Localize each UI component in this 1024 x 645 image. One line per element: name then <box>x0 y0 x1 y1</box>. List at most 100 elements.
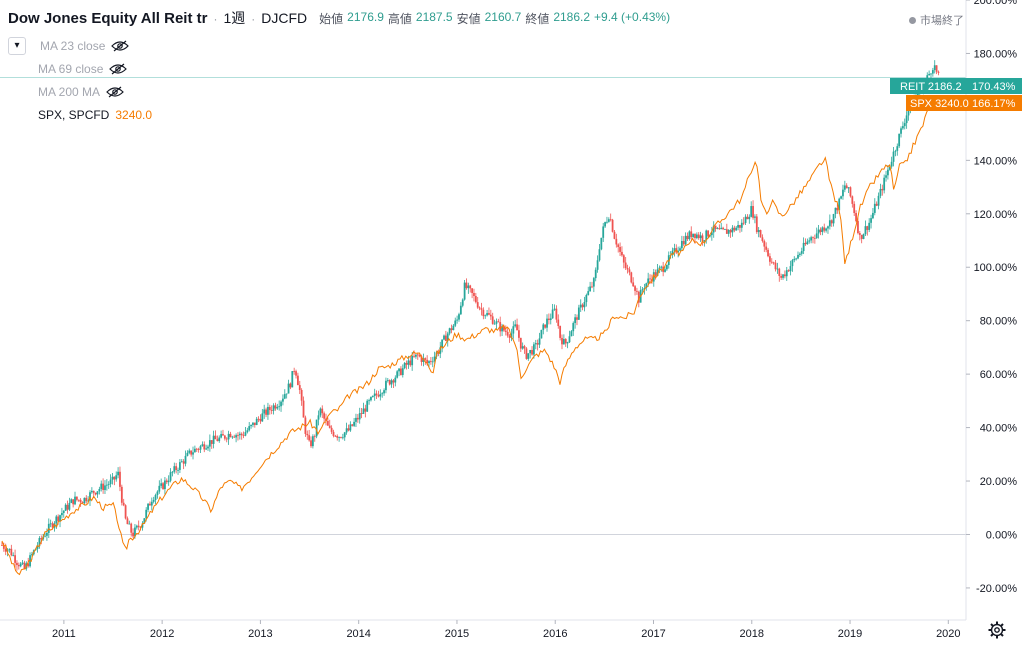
candle-body <box>149 503 151 506</box>
y-ticks: -20.00% 0.00% 20.00% 40.00% 60.00% 80.00% 100.… <box>966 0 1017 595</box>
candle-body <box>806 241 809 245</box>
candle-body <box>907 108 910 116</box>
spx-legend-name[interactable]: SPX, SPCFD <box>38 107 110 122</box>
candle-body <box>609 219 612 221</box>
candle-body <box>36 546 39 549</box>
candle-body <box>278 406 281 408</box>
candle-body <box>497 321 500 323</box>
candle-body <box>353 421 355 426</box>
candle-body <box>836 207 839 211</box>
eye-off-icon[interactable] <box>106 86 124 98</box>
candle-body <box>761 237 764 242</box>
candle-body <box>190 450 193 455</box>
spx-label-percent: 166.17% <box>972 98 1016 110</box>
candle-body <box>17 565 20 567</box>
candle-body <box>208 440 211 447</box>
interval-label[interactable]: 1週 <box>223 10 246 26</box>
eye-off-icon[interactable] <box>109 63 128 75</box>
candle-body <box>109 479 112 485</box>
candle-body <box>31 554 33 556</box>
candle-body <box>637 291 640 303</box>
candle-body <box>864 226 867 235</box>
candle-body <box>321 408 324 414</box>
y-tick-label: 40.00% <box>980 423 1018 435</box>
candle-body <box>499 322 502 332</box>
candle-body <box>840 196 842 199</box>
candle-body <box>201 444 204 447</box>
candle-body <box>665 265 668 270</box>
gear-icon[interactable] <box>988 621 1006 639</box>
candle-body <box>225 438 228 440</box>
candle-body <box>810 237 813 241</box>
reit-label-percent: 170.43% <box>972 81 1016 93</box>
candle-body <box>85 497 88 502</box>
candle-body <box>757 230 760 233</box>
candle-body <box>102 483 105 490</box>
candle-body <box>238 433 241 436</box>
ma69-label[interactable]: MA 69 close <box>38 61 104 76</box>
candle-body <box>566 342 569 344</box>
candle-body <box>557 319 560 327</box>
candle-body <box>94 492 97 495</box>
candle-body <box>120 486 123 503</box>
candle-body <box>167 480 170 483</box>
candle-body <box>16 562 18 566</box>
candle-body <box>579 304 582 308</box>
candle-body <box>703 240 706 242</box>
candle-body <box>727 229 730 234</box>
candle-body <box>341 437 344 439</box>
symbol-label[interactable]: DJCFD <box>261 10 308 26</box>
candle-body <box>90 490 93 493</box>
candle-body <box>817 229 820 234</box>
candle-body <box>285 393 288 395</box>
reit-candles <box>1 60 940 571</box>
candle-body <box>832 214 835 224</box>
eye-off-icon[interactable] <box>111 40 130 52</box>
candle-body <box>849 187 852 197</box>
candle-body <box>104 485 106 490</box>
candle-body <box>134 527 136 537</box>
candle-body <box>501 326 503 332</box>
candle-body <box>555 308 558 320</box>
candle-body <box>270 410 273 411</box>
instrument-title[interactable]: Dow Jones Equity All Reit tr <box>8 10 208 27</box>
candle-body <box>227 433 230 440</box>
candle-body <box>690 231 693 238</box>
candle-body <box>671 250 674 255</box>
high-value: 2187.5 <box>415 10 453 24</box>
candle-body <box>105 484 108 486</box>
candle-body <box>845 185 848 189</box>
candle-body <box>10 548 13 556</box>
ma200-label[interactable]: MA 200 MA <box>38 84 101 99</box>
candle-body <box>767 249 769 257</box>
candle-body <box>390 380 393 385</box>
candle-body <box>375 393 378 396</box>
candle-body <box>79 499 82 503</box>
candle-body <box>456 319 459 321</box>
candle-body <box>358 413 361 420</box>
ma23-label[interactable]: MA 23 close <box>40 38 106 53</box>
legend-row-spx: SPX, SPCFD 3240.0 <box>8 103 152 126</box>
candle-body <box>310 440 312 447</box>
candle-body <box>725 229 728 234</box>
candle-body <box>812 237 814 239</box>
candle-body <box>130 523 133 533</box>
candle-body <box>510 333 513 338</box>
candle-body <box>853 203 856 214</box>
candle-body <box>881 188 884 191</box>
candle-body <box>398 368 400 372</box>
candle-body <box>885 175 887 178</box>
legend-row-ma69: MA 69 close <box>8 57 152 80</box>
chevron-down-icon[interactable]: ▾ <box>8 36 26 55</box>
candle-body <box>137 525 140 528</box>
candle-body <box>684 235 687 245</box>
candle-body <box>428 361 430 364</box>
candle-body <box>394 377 397 383</box>
candle-body <box>782 274 784 278</box>
x-tick-label: 2013 <box>248 628 272 640</box>
candle-body <box>199 446 202 450</box>
candle-body <box>317 415 320 420</box>
candle-body <box>400 368 402 375</box>
candle-body <box>714 225 717 229</box>
